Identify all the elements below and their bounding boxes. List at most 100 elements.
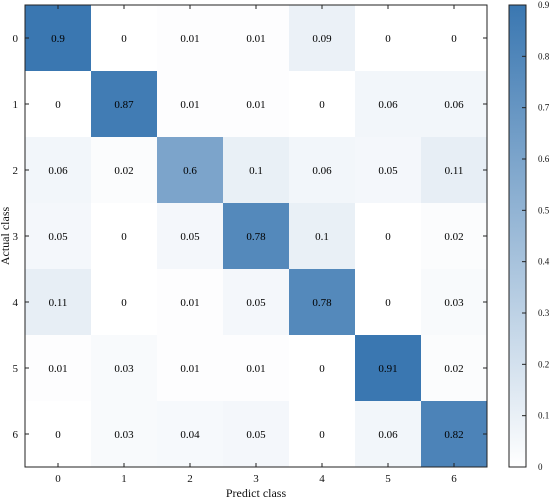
cell-value-label: 0.05: [180, 231, 200, 243]
colorbar-tick-label: 0.3: [538, 308, 550, 318]
heatmap-cells: 0.9 0 0.01 0.01 0.09 0 0 0 0.87 0.01 0.01 0 0.06 0.06…: [25, 5, 488, 468]
cell-value-label: 0.91: [378, 363, 397, 375]
cell-value-label: 0.04: [180, 429, 200, 441]
cell-value-label: 0: [319, 429, 325, 441]
heatmap-cell: [289, 71, 356, 138]
heatmap-cell: [355, 137, 422, 204]
heatmap-cell: [421, 335, 488, 402]
heatmap-cell: [289, 5, 356, 72]
cell-value-label: 0.05: [246, 297, 266, 309]
heatmap-cell: [355, 203, 422, 270]
colorbar-tick-label: 0.9: [538, 0, 550, 10]
cell-value-label: 0.6: [183, 165, 197, 177]
heatmap-cell: [25, 335, 92, 402]
y-tick-label: 0: [13, 33, 19, 45]
heatmap-cell: [355, 71, 422, 138]
heatmap-cell: [223, 137, 290, 204]
heatmap-cell: [157, 335, 224, 402]
heatmap-cell: [91, 401, 158, 468]
heatmap-cell: [421, 5, 488, 72]
cell-value-label: 0: [121, 231, 127, 243]
cell-value-label: 0.02: [444, 363, 463, 375]
x-tick-label: 0: [55, 473, 61, 485]
cell-value-label: 0.01: [246, 33, 265, 45]
cell-value-label: 0: [121, 33, 127, 45]
heatmap-cell: [157, 401, 224, 468]
y-tick-label: 5: [13, 363, 19, 375]
cell-value-label: 0.06: [48, 165, 68, 177]
cell-value-label: 0.1: [249, 165, 263, 177]
cell-value-label: 0.78: [246, 231, 266, 243]
colorbar-tick-label: 0: [538, 462, 543, 472]
colorbar: [508, 4, 527, 468]
colorbar-tick-label: 0.4: [538, 257, 550, 267]
heatmap-cell: [157, 137, 224, 204]
cell-value-label: 0.01: [180, 99, 199, 111]
heatmap-cell: [91, 5, 158, 72]
cell-value-label: 0.02: [114, 165, 133, 177]
heatmap-cell: [289, 269, 356, 336]
cell-value-label: 0.09: [312, 33, 332, 45]
heatmap-cell: [91, 335, 158, 402]
heatmap-cell: [25, 137, 92, 204]
cell-value-label: 0.01: [48, 363, 67, 375]
cell-value-label: 0: [319, 363, 325, 375]
heatmap-cell: [289, 137, 356, 204]
cell-value-label: 0: [451, 33, 457, 45]
heatmap-cell: [91, 269, 158, 336]
colorbar-tick-label: 0.2: [538, 359, 549, 369]
x-tick-label: 3: [253, 473, 259, 485]
cell-value-label: 0.05: [246, 429, 266, 441]
heatmap-cell: [223, 401, 290, 468]
heatmap-cell: [289, 335, 356, 402]
colorbar-ticks: 0 0.1 0.2 0.3 0.4 0.5 0.6 0.7 0.8 0.9: [522, 0, 550, 472]
heatmap-cell: [421, 269, 488, 336]
cell-value-label: 0: [385, 297, 391, 309]
cell-value-label: 0.06: [378, 99, 398, 111]
cell-value-label: 0.82: [444, 429, 463, 441]
heatmap-cell: [25, 401, 92, 468]
colorbar-tick-label: 0.6: [538, 154, 550, 164]
heatmap-cell: [223, 203, 290, 270]
cell-value-label: 0: [121, 297, 127, 309]
x-tick-label: 4: [319, 473, 325, 485]
heatmap-cell: [421, 137, 488, 204]
y-tick-label: 1: [13, 99, 19, 111]
x-tick-label: 6: [451, 473, 457, 485]
colorbar-tick-label: 0.5: [538, 205, 550, 215]
heatmap-cell: [91, 137, 158, 204]
y-axis-ticks: 0 1 2 3 4 5 6: [13, 33, 487, 441]
heatmap-cell: [355, 269, 422, 336]
colorbar-tick-label: 0.7: [538, 103, 550, 113]
heatmap-cell: [157, 269, 224, 336]
cell-value-label: 0.06: [312, 165, 332, 177]
cell-value-label: 0.11: [445, 165, 464, 177]
cell-value-label: 0.01: [180, 297, 199, 309]
heatmap-cell: [25, 269, 92, 336]
cell-value-label: 0.9: [51, 33, 65, 45]
cell-value-label: 0.78: [312, 297, 332, 309]
cell-value-label: 0: [385, 231, 391, 243]
heatmap-cell: [223, 335, 290, 402]
cell-value-label: 0.06: [378, 429, 398, 441]
heatmap-cell: [157, 203, 224, 270]
cell-value-label: 0: [319, 99, 325, 111]
cell-value-label: 0.87: [114, 99, 134, 111]
cell-value-label: 0: [55, 429, 61, 441]
heatmap-cell: [25, 203, 92, 270]
y-tick-label: 2: [13, 165, 19, 177]
x-tick-label: 2: [187, 473, 193, 485]
y-tick-label: 6: [13, 429, 19, 441]
heatmap-cell: [421, 71, 488, 138]
cell-value-label: 0.01: [180, 33, 199, 45]
cell-value-label: 0.03: [114, 363, 134, 375]
heatmap-cell: [91, 203, 158, 270]
colorbar-tick-label: 0.1: [538, 411, 549, 421]
cell-value-label: 0.11: [49, 297, 68, 309]
heatmap-cell: [421, 401, 488, 468]
heatmap-cell: [157, 71, 224, 138]
heatmap-cell: [25, 5, 92, 72]
heatmap-cell: [289, 401, 356, 468]
